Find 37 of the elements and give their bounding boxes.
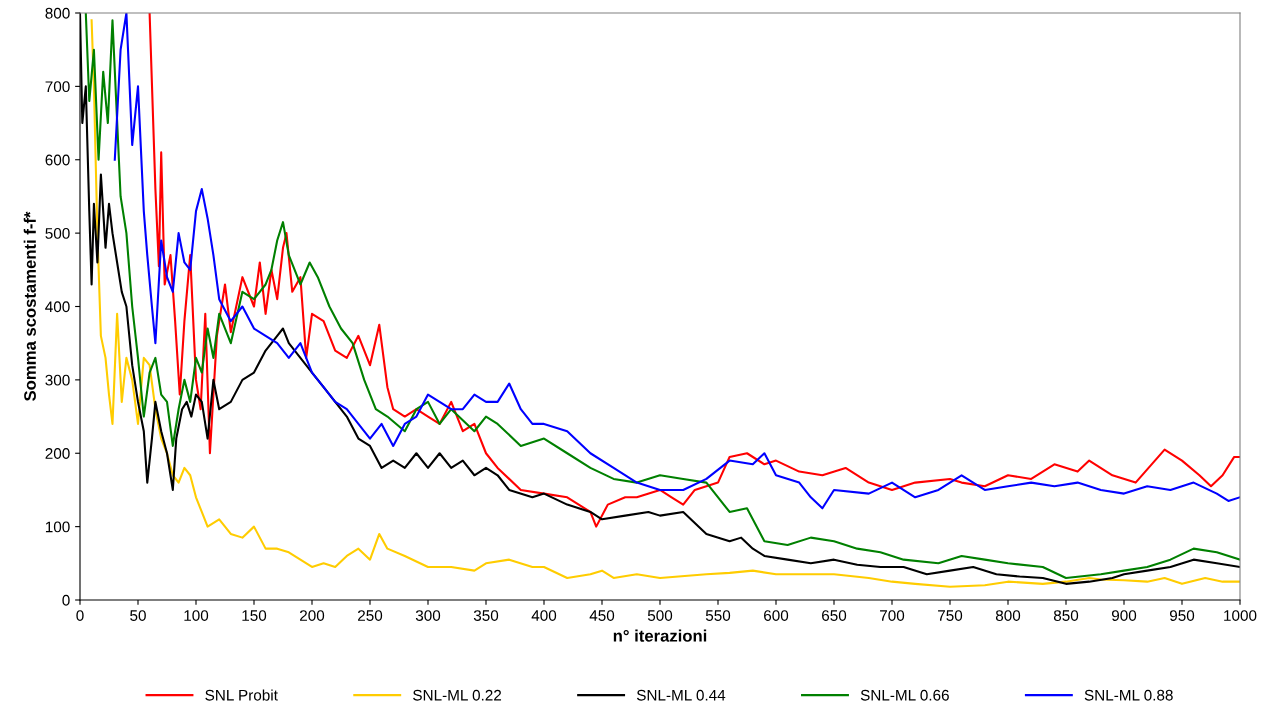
legend-label: SNL-ML 0.22 (413, 689, 502, 701)
x-tick-label: 300 (415, 610, 441, 621)
y-tick-label: 0 (62, 594, 70, 606)
x-tick-label: 50 (130, 610, 146, 621)
y-tick-label: 400 (45, 301, 70, 313)
x-tick-label: 150 (242, 610, 267, 621)
x-tick-label: 0 (76, 610, 84, 621)
x-tick-label: 350 (473, 610, 499, 621)
y-tick-label: 100 (45, 521, 70, 533)
x-tick-label: 500 (647, 610, 673, 621)
y-axis-title: Somma scostamenti f-f* (23, 211, 36, 401)
x-tick-label: 850 (1053, 610, 1079, 621)
legend-label: SNL Probit (205, 689, 278, 701)
x-tick-label: 650 (822, 610, 847, 621)
y-tick-label: 300 (45, 374, 70, 386)
x-tick-label: 100 (184, 610, 209, 621)
y-tick-label: 700 (45, 81, 70, 93)
x-tick-label: 200 (300, 610, 325, 621)
x-tick-label: 600 (764, 610, 789, 621)
legend-label: SNL-ML 0.66 (860, 689, 949, 701)
x-tick-label: 800 (995, 610, 1021, 621)
x-tick-label: 950 (1169, 610, 1195, 621)
legend-label: SNL-ML 0.44 (636, 689, 726, 701)
y-tick-label: 800 (45, 7, 70, 19)
x-tick-label: 700 (880, 610, 905, 621)
y-tick-label: 600 (45, 154, 70, 166)
legend-label: SNL-ML 0.88 (1084, 689, 1173, 701)
x-tick-label: 550 (705, 610, 731, 621)
x-tick-label: 1000 (1224, 610, 1257, 621)
x-tick-label: 750 (938, 610, 963, 621)
x-tick-label: 450 (589, 610, 615, 621)
y-tick-label: 500 (45, 227, 70, 239)
x-tick-label: 250 (358, 610, 383, 621)
y-tick-label: 200 (45, 448, 70, 459)
x-tick-label: 400 (531, 610, 557, 621)
x-tick-label: 900 (1111, 610, 1137, 621)
x-axis-title: n° iterazioni (613, 629, 707, 642)
